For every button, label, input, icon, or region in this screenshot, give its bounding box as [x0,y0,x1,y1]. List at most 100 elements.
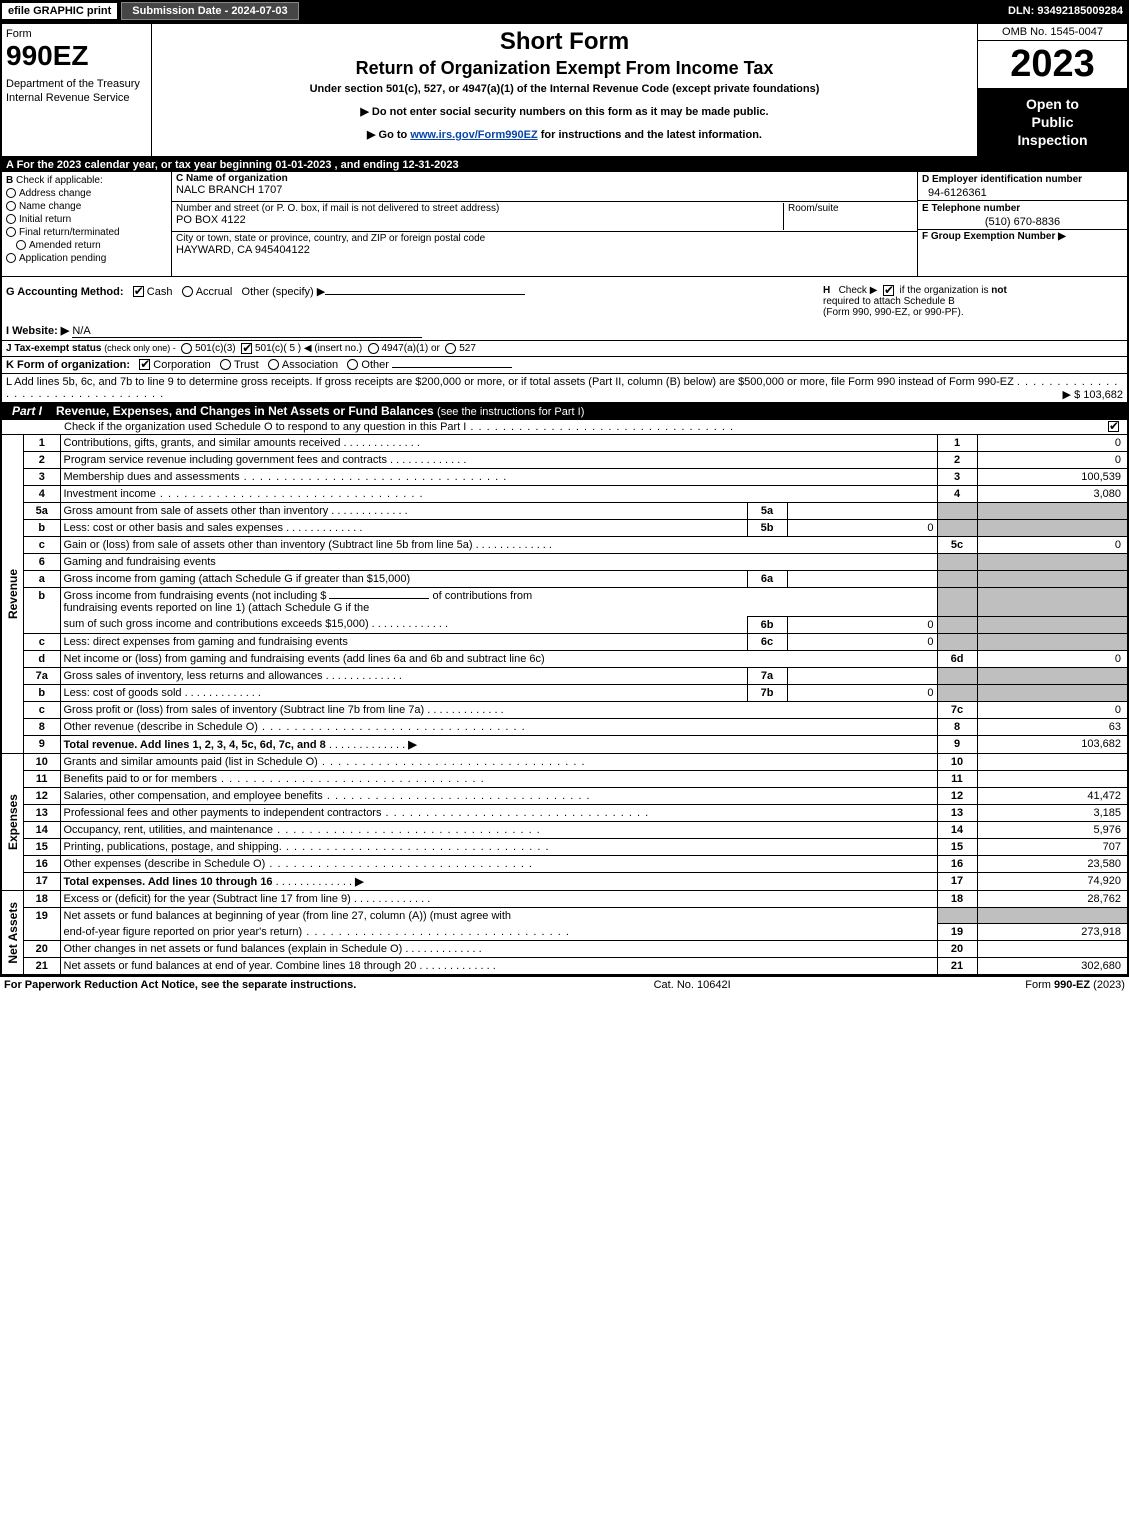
department-label: Department of the Treasury Internal Reve… [6,78,147,106]
line-3-desc: Membership dues and assessments [64,471,240,483]
line-21-val: 302,680 [977,958,1127,975]
accounting-method-label: G Accounting Method: [6,286,124,298]
line-6d-val: 0 [977,650,1127,667]
501c-checkbox[interactable] [241,343,252,354]
line-19-rn: 19 [937,924,977,941]
line-2-val: 0 [977,451,1127,468]
form-header: Form 990EZ Department of the Treasury In… [2,24,1127,158]
line-5b-desc: Less: cost or other basis and sales expe… [64,522,284,534]
trust-checkbox[interactable] [220,359,231,370]
association-label: Association [282,359,338,371]
line-19-num: 19 [24,907,60,941]
line-1-val: 0 [977,435,1127,452]
line-5a-desc: Gross amount from sale of assets other t… [64,505,329,517]
line-7b-mn: 7b [747,684,787,701]
line-8-rn: 8 [937,718,977,735]
org-name: NALC BRANCH 1707 [176,184,288,196]
line-6b-desc3: fundraising events reported on line 1) (… [64,602,370,614]
irs-link[interactable]: www.irs.gov/Form990EZ [410,129,537,141]
ein-value: 94-6126361 [918,186,1127,200]
top-bar: efile GRAPHIC print Submission Date - 20… [0,0,1129,22]
netassets-vlabel-cell: Net Assets [2,891,24,975]
form-of-org-label: K Form of organization: [6,359,130,371]
other-specify-label: Other (specify) ▶ [242,286,326,298]
org-name-label: C Name of organization [176,173,288,184]
line-1-rn: 1 [937,435,977,452]
h-not: not [991,285,1007,296]
amended-return-checkbox[interactable] [16,240,26,250]
line-6c-num: c [24,633,60,650]
line-7a-mv [787,667,937,684]
part-1-desc: (see the instructions for Part I) [437,406,584,418]
final-return-label: Final return/terminated [19,227,120,238]
501c3-label: 501(c)(3) [195,343,236,354]
501c3-checkbox[interactable] [181,343,192,354]
h-text4: required to attach Schedule B [823,296,955,307]
line-6b-amount-field[interactable] [329,598,429,599]
line-6c-mn: 6c [747,633,787,650]
line-7c-desc: Gross profit or (loss) from sales of inv… [64,704,425,716]
street-value: PO BOX 4122 [176,214,783,226]
line-18-val: 28,762 [977,891,1127,908]
instr2-post: for instructions and the latest informat… [538,129,762,141]
schedule-o-checkbox[interactable] [1108,421,1119,432]
schedule-b-checkbox[interactable] [883,285,894,296]
line-13-val: 3,185 [977,804,1127,821]
line-9-rn: 9 [937,735,977,753]
form-label: Form [6,28,147,40]
line-6-num: 6 [24,553,60,570]
application-pending-label: Application pending [19,253,106,264]
line-4-val: 3,080 [977,485,1127,502]
line-16-desc: Other expenses (describe in Schedule O) [64,858,266,870]
row-k: K Form of organization: Corporation Trus… [2,356,1127,373]
accrual-label: Accrual [196,286,233,298]
cash-checkbox[interactable] [133,286,144,297]
line-10-val [977,754,1127,771]
gross-receipts-amount: ▶ $ 103,682 [1063,388,1123,401]
line-8-num: 8 [24,718,60,735]
instruction-1: ▶ Do not enter social security numbers o… [160,105,969,118]
row-h: H Check ▶ if the organization is not req… [823,285,1123,318]
name-change-checkbox[interactable] [6,201,16,211]
city-value: HAYWARD, CA 945404122 [176,244,485,256]
expenses-vlabel-cell: Expenses [2,754,24,890]
initial-return-checkbox[interactable] [6,214,16,224]
corporation-checkbox[interactable] [139,359,150,370]
ein-label: D Employer identification number [922,174,1082,185]
line-3-num: 3 [24,468,60,485]
efile-print-label[interactable]: efile GRAPHIC print [0,1,119,21]
association-checkbox[interactable] [268,359,279,370]
line-18-desc: Excess or (deficit) for the year (Subtra… [64,893,351,905]
line-21-rn: 21 [937,958,977,975]
address-change-checkbox[interactable] [6,188,16,198]
line-11-val [977,770,1127,787]
application-pending-checkbox[interactable] [6,253,16,263]
line-6a-mn: 6a [747,570,787,587]
line-15-val: 707 [977,838,1127,855]
section-c: C Name of organization NALC BRANCH 1707 … [172,172,917,276]
line-6b-mv: 0 [787,616,937,633]
other-org-checkbox[interactable] [347,359,358,370]
final-return-checkbox[interactable] [6,227,16,237]
line-11-desc: Benefits paid to or for members [64,773,217,785]
4947-checkbox[interactable] [368,343,379,354]
h-text2: if the organization is [900,285,989,296]
line-16-num: 16 [24,855,60,872]
line-8-desc: Other revenue (describe in Schedule O) [64,721,258,733]
other-org-field[interactable] [392,367,512,368]
sub-title: Return of Organization Exempt From Incom… [160,58,969,79]
page-footer: For Paperwork Reduction Act Notice, see … [0,976,1129,993]
other-specify-field[interactable] [325,294,525,295]
paperwork-notice: For Paperwork Reduction Act Notice, see … [4,979,356,991]
revenue-vlabel-cell: Revenue [2,435,24,753]
line-18-rn: 18 [937,891,977,908]
line-5a-shade [937,502,977,519]
main-title: Short Form [160,28,969,56]
accrual-checkbox[interactable] [182,286,193,297]
line-2-desc: Program service revenue including govern… [64,454,387,466]
row-l: L Add lines 5b, 6c, and 7b to line 9 to … [2,373,1127,402]
527-checkbox[interactable] [445,343,456,354]
line-12-val: 41,472 [977,787,1127,804]
line-2-num: 2 [24,451,60,468]
line-14-val: 5,976 [977,821,1127,838]
